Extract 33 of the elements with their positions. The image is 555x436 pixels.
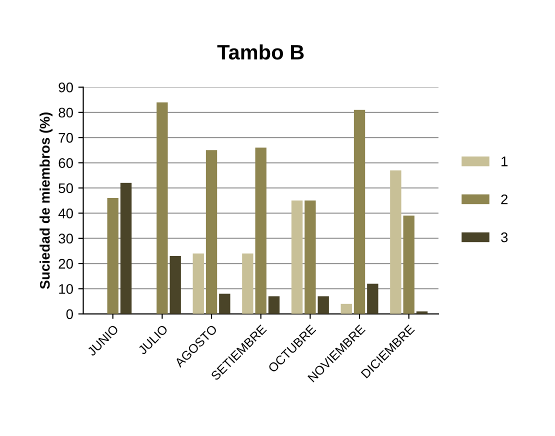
bar: [291, 200, 303, 314]
chart-title: Tambo B: [217, 44, 304, 60]
bar: [120, 182, 132, 314]
y-tick-label: 10: [59, 284, 73, 294]
bar: [268, 296, 280, 314]
bar: [367, 284, 378, 314]
y-tick-label: 80: [58, 108, 73, 118]
bar: [403, 216, 414, 314]
bar: [340, 304, 352, 314]
y-tick-label: 40: [58, 208, 73, 218]
y-tick-label: 20: [58, 258, 73, 269]
bar: [156, 102, 168, 314]
y-axis-title: Suciedad de miembros (%): [40, 112, 53, 289]
bar: [318, 296, 329, 314]
y-tick-label: 50: [58, 183, 73, 194]
legend-label: 3: [501, 232, 508, 242]
y-tick-label: 70: [58, 132, 73, 143]
bar: [255, 148, 266, 314]
y-tick-label: 0: [66, 309, 73, 320]
y-tick-label: 90: [58, 82, 73, 92]
bar: [107, 198, 118, 314]
bar: [390, 170, 402, 314]
legend-label: 1: [502, 156, 508, 166]
y-tick-label: 30: [58, 234, 73, 244]
bar: [242, 253, 254, 314]
y-tick-label: 60: [58, 158, 73, 168]
bar: [170, 256, 181, 314]
bar: [219, 294, 230, 314]
bar: [206, 150, 218, 314]
bar: [192, 253, 204, 314]
bar: [354, 110, 366, 314]
bar: [304, 200, 316, 314]
legend-label: 2: [501, 194, 508, 204]
